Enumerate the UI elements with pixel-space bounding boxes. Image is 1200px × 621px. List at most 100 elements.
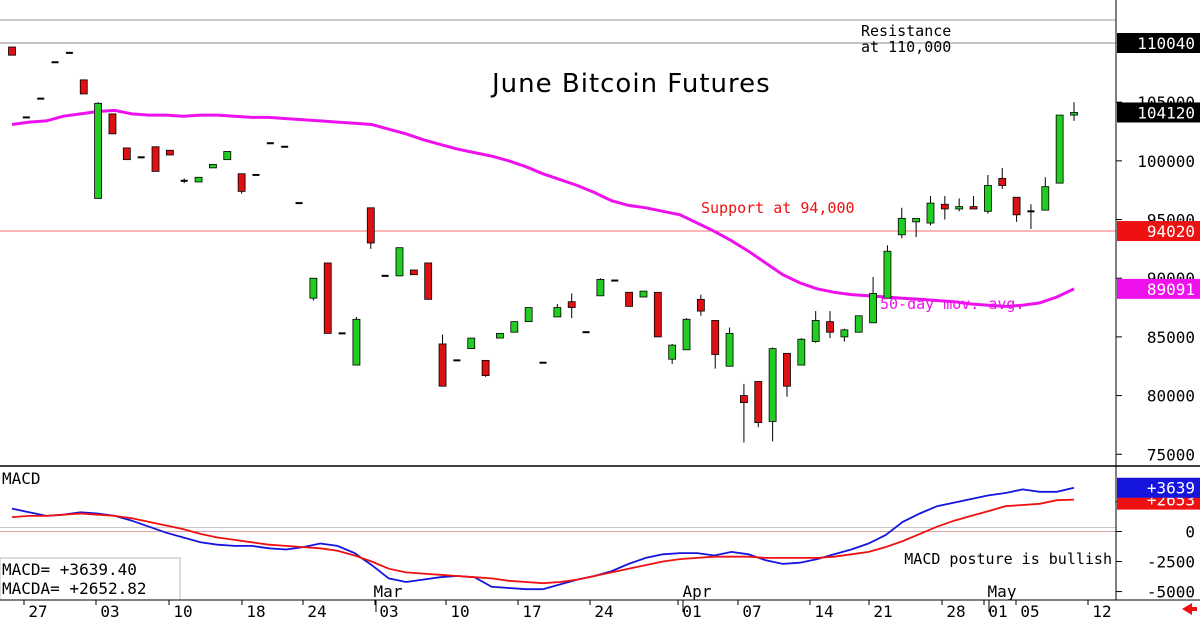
candle-body bbox=[840, 329, 849, 338]
candle-42 bbox=[611, 279, 619, 282]
candle-23 bbox=[338, 332, 346, 335]
candle-body bbox=[897, 217, 906, 236]
candle-body bbox=[295, 202, 303, 205]
candle-18 bbox=[266, 142, 274, 145]
x-tick-label-11: 14 bbox=[814, 602, 833, 621]
candle-14 bbox=[209, 163, 217, 169]
candle-8 bbox=[122, 147, 131, 161]
candle-33 bbox=[481, 359, 490, 377]
candle-46 bbox=[668, 343, 677, 364]
chart-title: June Bitcoin Futures bbox=[490, 69, 771, 99]
candle-body bbox=[625, 291, 634, 307]
month-label-apr: Apr bbox=[683, 582, 712, 601]
candle-body bbox=[51, 61, 59, 64]
candle-27 bbox=[395, 247, 404, 277]
price-flag-bg-1 bbox=[1117, 102, 1200, 123]
macd-tick-label-1: 0 bbox=[1185, 522, 1195, 541]
candle-67 bbox=[969, 196, 978, 210]
candle-body bbox=[998, 178, 1007, 186]
moving-average-line bbox=[11, 108, 1075, 308]
candle-5 bbox=[79, 79, 88, 95]
macd-tick-label-3: -5000 bbox=[1147, 583, 1195, 602]
candle-60 bbox=[869, 277, 877, 324]
x-tick-label-5: 03 bbox=[379, 602, 398, 621]
macd-series-macda bbox=[11, 498, 1075, 585]
candle-body bbox=[94, 102, 103, 199]
candle-body bbox=[496, 332, 504, 339]
candle-body bbox=[281, 145, 289, 148]
candle-72 bbox=[1041, 177, 1050, 211]
candle-38 bbox=[553, 304, 562, 318]
candle-13 bbox=[194, 176, 203, 183]
candle-body bbox=[668, 344, 677, 360]
candle-body bbox=[768, 348, 777, 422]
moving-average-label: 50-day mov. avg. bbox=[880, 295, 1025, 313]
candle-11 bbox=[165, 149, 174, 156]
candle-36 bbox=[524, 307, 533, 323]
candle-0 bbox=[8, 46, 16, 56]
candle-24 bbox=[352, 316, 361, 366]
candle-body bbox=[725, 332, 734, 367]
candle-17 bbox=[252, 173, 260, 176]
candle-29 bbox=[424, 262, 433, 300]
candle-body bbox=[826, 321, 834, 333]
candle-57 bbox=[826, 311, 834, 339]
candle-64 bbox=[926, 196, 935, 226]
candle-25 bbox=[366, 207, 375, 249]
candle-19 bbox=[281, 145, 289, 148]
macd-series-macd bbox=[11, 486, 1075, 591]
candle-body bbox=[869, 293, 877, 324]
price-tick-label-2: 85000 bbox=[1147, 328, 1195, 347]
candle-70 bbox=[1012, 196, 1021, 222]
candle-48 bbox=[696, 294, 705, 316]
price-tick-label-5: 100000 bbox=[1137, 152, 1195, 171]
candle-body bbox=[237, 173, 246, 192]
candle-body bbox=[37, 97, 45, 100]
candle-body bbox=[912, 217, 921, 223]
candle-body bbox=[811, 320, 820, 342]
x-tick-label-16: 12 bbox=[1092, 602, 1111, 621]
macd-flag-bg-0 bbox=[1117, 477, 1200, 498]
candle-body bbox=[424, 262, 433, 300]
candle-body bbox=[754, 381, 763, 423]
x-tick-label-1: 03 bbox=[100, 602, 119, 621]
candle-47 bbox=[682, 318, 691, 351]
x-tick-label-0: 27 bbox=[28, 602, 47, 621]
candle-43 bbox=[625, 291, 634, 307]
candle-body bbox=[137, 156, 145, 159]
price-flag-bg-3 bbox=[1117, 278, 1200, 299]
resistance-label-line-2: at 110,000 bbox=[861, 38, 951, 56]
macd-readout: MACD= +3639.40 bbox=[2, 560, 137, 579]
macda-readout: MACDA= +2652.82 bbox=[2, 579, 147, 598]
candle-52 bbox=[754, 381, 763, 428]
candle-body bbox=[696, 298, 705, 312]
candle-body bbox=[567, 301, 576, 308]
candle-body bbox=[194, 176, 203, 183]
candle-22 bbox=[323, 262, 332, 334]
candle-body bbox=[539, 361, 547, 364]
candle-31 bbox=[453, 359, 461, 362]
resistance-label-line-1: Resistance bbox=[861, 22, 951, 40]
x-tick-label-8: 24 bbox=[594, 602, 613, 621]
candle-body bbox=[854, 315, 863, 333]
candle-45 bbox=[653, 291, 662, 338]
candle-34 bbox=[496, 332, 504, 339]
candle-body bbox=[467, 337, 476, 350]
candle-1 bbox=[22, 116, 30, 119]
candle-body bbox=[582, 331, 590, 334]
candle-41 bbox=[596, 278, 605, 297]
candle-10 bbox=[151, 146, 160, 172]
candle-body bbox=[596, 278, 605, 297]
x-tick-label-9: 01 bbox=[682, 602, 701, 621]
candle-body bbox=[79, 79, 88, 95]
candle-4 bbox=[65, 51, 73, 54]
candle-body bbox=[797, 338, 806, 366]
candle-body bbox=[252, 173, 260, 176]
month-label-may: May bbox=[988, 582, 1017, 601]
candle-54 bbox=[783, 352, 791, 397]
candle-73 bbox=[1055, 114, 1064, 184]
x-tick-label-14: 01 bbox=[988, 602, 1007, 621]
